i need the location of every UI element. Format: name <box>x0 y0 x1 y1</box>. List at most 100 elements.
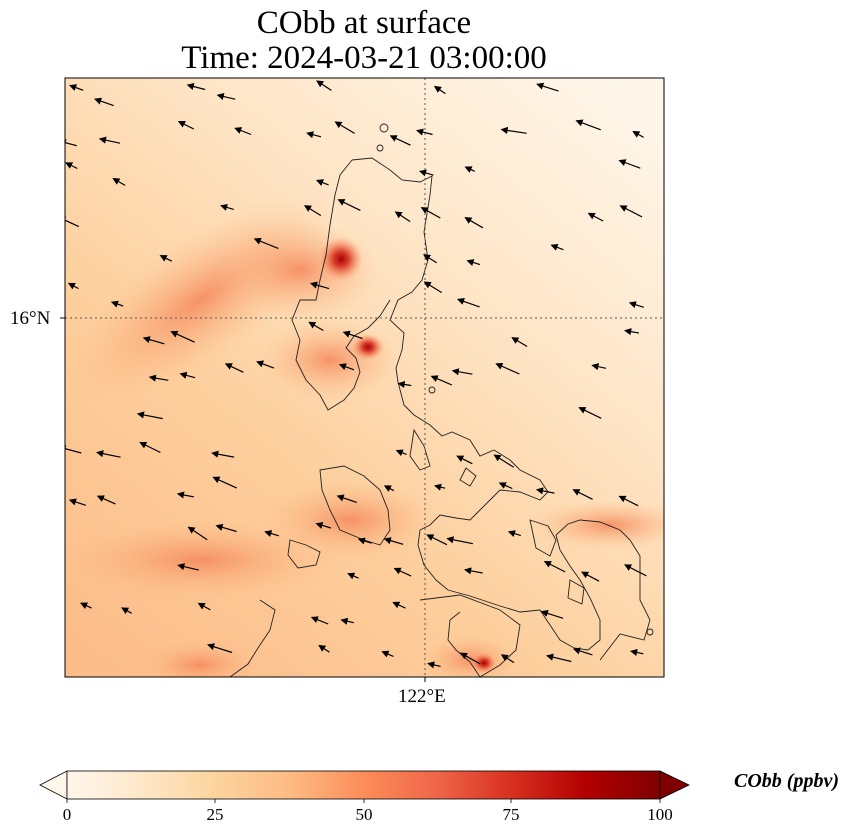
wind-arrow <box>397 380 412 389</box>
wind-arrow <box>234 127 252 136</box>
wind-arrow <box>511 337 528 348</box>
wind-vectors <box>65 80 647 669</box>
wind-arrow <box>177 121 195 130</box>
wind-arrow <box>334 121 355 134</box>
wind-arrow <box>65 162 78 170</box>
colorbar-tick-0: 0 <box>62 805 72 824</box>
wind-arrow <box>591 363 607 371</box>
wind-arrow <box>464 567 483 575</box>
wind-arrow <box>216 93 236 101</box>
wind-arrow <box>619 205 643 218</box>
hotspot-central <box>352 334 384 360</box>
wind-arrow <box>220 203 234 211</box>
wind-arrow <box>179 371 196 379</box>
wind-arrow <box>430 375 453 386</box>
wind-arrow <box>572 489 593 500</box>
wind-arrow <box>186 83 206 91</box>
map-title-line2: Time: 2024-03-21 03:00:00 <box>181 40 547 76</box>
colorbar-tick-100: 100 <box>647 805 673 824</box>
wind-arrow <box>98 136 121 144</box>
wind-arrow <box>381 650 394 658</box>
wind-arrow <box>197 602 211 611</box>
wind-arrow <box>256 360 275 369</box>
wind-arrow <box>540 609 564 619</box>
wind-arrow <box>65 445 82 454</box>
colorbar-label: CObb (ppbv) <box>734 770 839 792</box>
wind-arrow <box>303 205 322 217</box>
wind-arrow <box>94 97 114 107</box>
wind-arrow <box>394 211 411 223</box>
concentration-field <box>65 78 664 677</box>
wind-arrow <box>536 82 559 92</box>
colorbar-ticks <box>66 799 661 803</box>
colorbar-tick-25: 25 <box>206 805 224 824</box>
colorbar-tick-75: 75 <box>502 805 520 824</box>
wind-arrow <box>159 255 173 262</box>
hotspot-north <box>319 237 363 281</box>
wind-arrow <box>68 498 86 506</box>
colorbar-ramp <box>66 770 661 800</box>
wind-arrow <box>433 483 446 491</box>
latitude-label: 16°N <box>10 308 51 329</box>
wind-arrow <box>67 282 79 290</box>
wind-arrow <box>426 534 448 546</box>
colorbar-tick-50: 50 <box>355 805 373 824</box>
wind-arrow <box>456 455 473 465</box>
wind-arrow <box>464 166 475 173</box>
wind-arrow <box>110 300 124 308</box>
map-frame <box>64 77 665 678</box>
wind-arrow <box>96 495 116 505</box>
wind-arrow <box>310 616 329 625</box>
wind-arrow <box>342 330 363 340</box>
wind-arrow <box>69 84 84 91</box>
wind-arrow <box>253 237 279 249</box>
wind-arrow <box>187 526 208 541</box>
wind-arrow <box>498 482 513 490</box>
wind-arrow <box>336 494 357 503</box>
wind-arrow <box>628 301 644 309</box>
wind-arrow <box>493 454 515 468</box>
wind-arrow <box>632 131 644 138</box>
wind-arrow <box>65 139 77 147</box>
wind-arrow <box>500 126 527 134</box>
wind-arrow <box>357 537 372 545</box>
wind-arrow <box>459 652 481 665</box>
wind-arrow <box>422 254 438 264</box>
wind-arrow <box>587 212 604 222</box>
wind-arrow <box>308 321 324 332</box>
wind-arrow <box>624 328 640 336</box>
wind-arrow <box>112 178 126 186</box>
wind-arrow <box>423 281 443 294</box>
wind-arrow <box>395 449 407 457</box>
map-title-line1: CObb at surface <box>256 5 472 41</box>
wind-arrow <box>393 567 412 577</box>
wind-arrow <box>148 374 169 382</box>
wind-arrow <box>456 297 480 308</box>
wind-arrow <box>316 80 332 91</box>
wind-arrow <box>575 119 602 131</box>
wind-arrow <box>572 647 593 656</box>
wind-arrow <box>121 607 132 615</box>
wind-arrow <box>80 602 92 609</box>
wind-arrow <box>224 363 244 373</box>
wind-arrow <box>136 411 163 420</box>
wind-arrow <box>550 243 564 251</box>
wind-arrow <box>337 199 361 211</box>
wind-arrow <box>142 336 165 345</box>
wind-arrow <box>176 491 194 499</box>
wind-arrow <box>581 571 600 582</box>
wind-arrow <box>495 362 520 375</box>
wind-arrow <box>446 536 474 545</box>
wind-arrow <box>65 216 80 228</box>
wind-arrow <box>306 131 322 139</box>
wind-arrow <box>170 330 195 343</box>
longitude-label: 122°E <box>398 686 446 707</box>
wind-arrow <box>315 179 329 186</box>
wind-arrow <box>383 485 395 492</box>
wind-arrow <box>618 495 639 507</box>
wind-arrow <box>338 363 355 371</box>
wind-arrow <box>624 564 647 577</box>
wind-arrow <box>340 617 355 625</box>
